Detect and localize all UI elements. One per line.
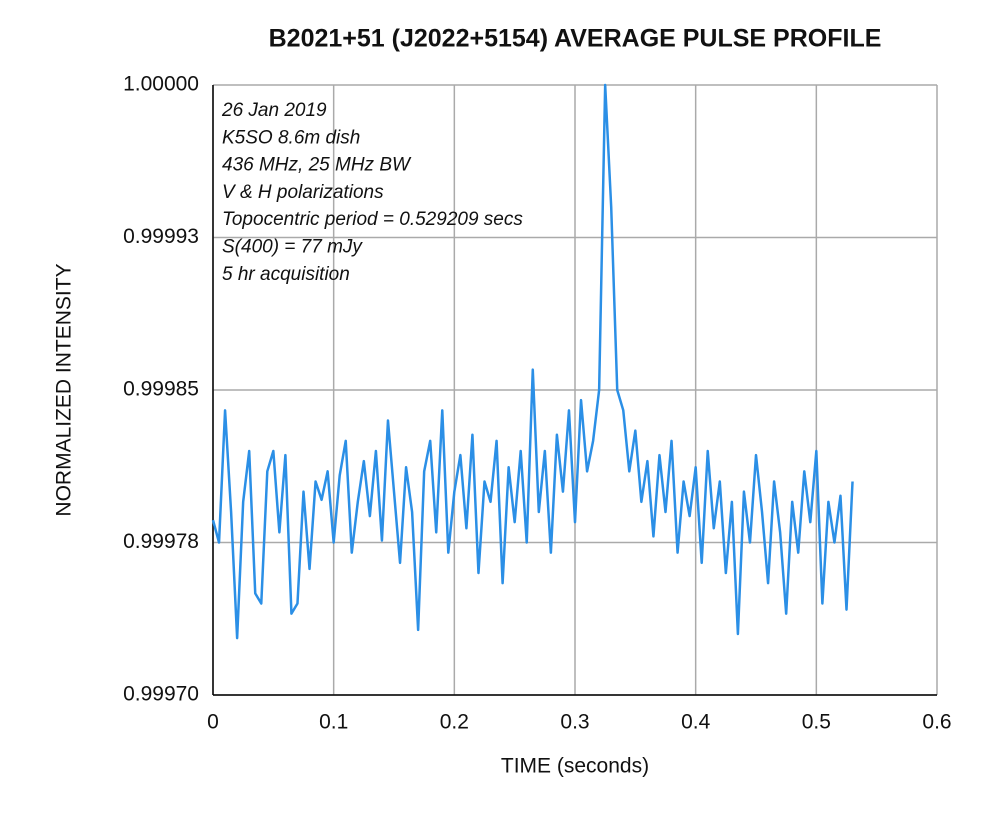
annotation: 5 hr acquisition xyxy=(222,264,350,285)
annotation: 436 MHz, 25 MHz BW xyxy=(222,155,412,176)
y-tick-label: 0.99970 xyxy=(123,683,199,706)
annotation: K5SO 8.6m dish xyxy=(222,127,360,148)
chart-title: B2021+51 (J2022+5154) AVERAGE PULSE PROF… xyxy=(269,25,882,53)
annotation: V & H polarizations xyxy=(222,182,384,203)
x-tick-label: 0.4 xyxy=(681,711,711,734)
data-line xyxy=(211,83,854,640)
y-tick-label: 0.99978 xyxy=(123,530,199,553)
x-tick-label: 0.5 xyxy=(802,711,831,734)
annotation: Topocentric period = 0.529209 secs xyxy=(222,209,523,230)
annotation: S(400) = 77 mJy xyxy=(222,237,363,258)
y-tick-label: 1.00000 xyxy=(123,73,199,96)
y-axis-label: NORMALIZED INTENSITY xyxy=(53,263,76,516)
x-tick-label: 0.1 xyxy=(319,711,348,734)
x-tick-label: 0.2 xyxy=(440,711,469,734)
x-tick-label: 0.6 xyxy=(922,711,951,734)
annotation: 26 Jan 2019 xyxy=(221,100,327,121)
x-tick-label: 0.3 xyxy=(560,711,589,734)
x-axis-label: TIME (seconds) xyxy=(501,755,649,778)
y-tick-label: 0.99993 xyxy=(123,225,199,248)
y-tick-label: 0.99985 xyxy=(123,378,199,401)
x-tick-label: 0 xyxy=(207,711,219,734)
